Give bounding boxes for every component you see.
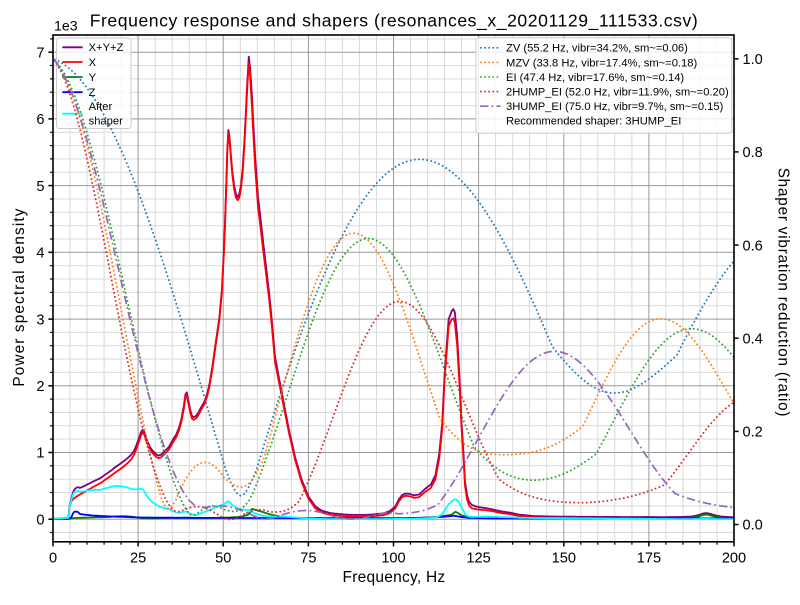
svg-text:25: 25: [130, 550, 146, 566]
svg-text:After: After: [89, 101, 113, 113]
svg-text:2: 2: [36, 379, 44, 395]
svg-text:ZV (55.2 Hz, vibr=34.2%, sm~=0: ZV (55.2 Hz, vibr=34.2%, sm~=0.06): [506, 43, 688, 55]
svg-text:4: 4: [36, 246, 44, 262]
svg-text:Frequency response and shapers: Frequency response and shapers (resonanc…: [90, 11, 699, 32]
svg-text:0.0: 0.0: [743, 518, 763, 534]
svg-text:shaper: shaper: [89, 115, 123, 127]
svg-text:5: 5: [36, 179, 44, 195]
svg-text:0: 0: [36, 512, 44, 528]
svg-text:0.4: 0.4: [743, 331, 763, 347]
svg-text:Power spectral density: Power spectral density: [11, 207, 28, 386]
svg-text:150: 150: [552, 550, 576, 566]
svg-text:75: 75: [300, 550, 316, 566]
svg-text:0: 0: [49, 550, 57, 566]
svg-text:EI (47.4 Hz, vibr=17.6%, sm~=0: EI (47.4 Hz, vibr=17.6%, sm~=0.14): [506, 72, 684, 84]
svg-text:X+Y+Z: X+Y+Z: [89, 42, 124, 54]
svg-text:Frequency, Hz: Frequency, Hz: [343, 569, 446, 586]
svg-text:MZV (33.8 Hz, vibr=17.4%, sm~=: MZV (33.8 Hz, vibr=17.4%, sm~=0.18): [506, 57, 697, 69]
svg-text:Shaper vibration reduction (ra: Shaper vibration reduction (ratio): [775, 168, 792, 418]
svg-text:0.6: 0.6: [743, 238, 763, 254]
svg-text:1.0: 1.0: [743, 52, 763, 68]
svg-text:Y: Y: [89, 72, 97, 84]
svg-text:0.8: 0.8: [743, 145, 763, 161]
svg-text:2HUMP_EI (52.0 Hz, vibr=11.9%,: 2HUMP_EI (52.0 Hz, vibr=11.9%, sm~=0.20): [506, 87, 729, 99]
svg-text:0.2: 0.2: [743, 425, 763, 441]
svg-text:Z: Z: [89, 87, 96, 99]
svg-text:50: 50: [215, 550, 231, 566]
svg-text:3: 3: [36, 312, 44, 328]
svg-text:200: 200: [722, 550, 746, 566]
svg-text:6: 6: [36, 112, 44, 128]
svg-text:X: X: [89, 57, 97, 69]
svg-text:100: 100: [381, 550, 405, 566]
svg-text:7: 7: [36, 45, 44, 61]
svg-text:3HUMP_EI (75.0 Hz, vibr=9.7%,: 3HUMP_EI (75.0 Hz, vibr=9.7%, sm~=0.15): [506, 101, 724, 113]
svg-text:175: 175: [637, 550, 661, 566]
svg-text:Recommended shaper: 3HUMP_EI: Recommended shaper: 3HUMP_EI: [506, 116, 681, 128]
svg-text:1e3: 1e3: [54, 19, 78, 35]
svg-text:125: 125: [466, 550, 490, 566]
svg-text:1: 1: [36, 446, 44, 462]
